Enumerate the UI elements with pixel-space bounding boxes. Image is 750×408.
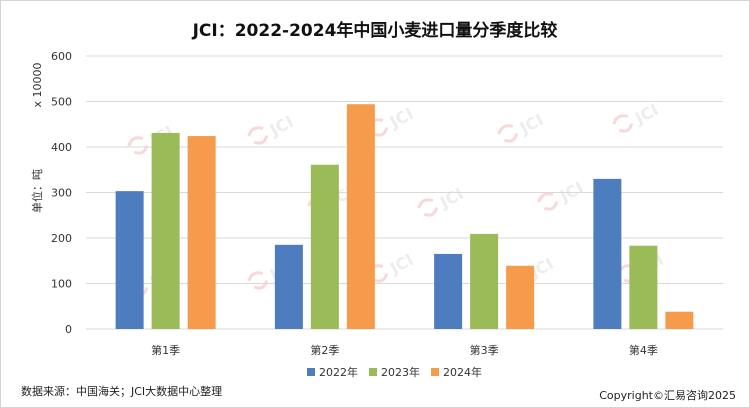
bar bbox=[274, 244, 303, 329]
bars-layer bbox=[115, 104, 694, 329]
bar bbox=[629, 245, 658, 329]
bar bbox=[187, 136, 216, 329]
copyright: Copyright©汇易咨询2025 bbox=[599, 388, 736, 402]
watermark-logo: JCI bbox=[612, 100, 662, 133]
x-tick-label: 第3季 bbox=[470, 343, 499, 357]
watermark-logo: JCI bbox=[537, 178, 587, 211]
legend-label: 2024年 bbox=[443, 365, 482, 379]
bar bbox=[506, 265, 535, 329]
watermark-text: JCI bbox=[516, 110, 547, 138]
x-tick-label: 第4季 bbox=[629, 343, 658, 357]
watermark-text: JCI bbox=[266, 112, 297, 140]
y-tick-label: 300 bbox=[51, 187, 72, 200]
grid-lines bbox=[86, 55, 723, 330]
watermark-text: JCI bbox=[386, 250, 417, 278]
legend-swatch bbox=[307, 368, 315, 376]
source-note: 数据来源：中国海关；JCI大数据中心整理 bbox=[21, 384, 222, 398]
bar bbox=[151, 132, 180, 329]
watermark-logo: JCI bbox=[247, 112, 297, 145]
bar bbox=[310, 164, 339, 329]
bar bbox=[665, 311, 694, 329]
legend-label: 2022年 bbox=[319, 365, 358, 379]
x-tick-label: 第2季 bbox=[310, 343, 339, 357]
legend-swatch bbox=[369, 368, 377, 376]
watermark-text: JCI bbox=[436, 184, 467, 212]
y-axis-unit: x 10000 bbox=[31, 62, 44, 107]
y-tick-label: 400 bbox=[51, 141, 72, 154]
legend-swatch bbox=[431, 368, 439, 376]
y-axis-label: 单位：吨 bbox=[30, 169, 44, 213]
y-tick-label: 200 bbox=[51, 232, 72, 245]
y-tick-label: 600 bbox=[51, 50, 72, 63]
watermark-text: JCI bbox=[386, 104, 417, 132]
y-tick-label: 500 bbox=[51, 96, 72, 109]
bar bbox=[346, 104, 375, 329]
y-tick-labels: 0 100 200 300 400 500 600 bbox=[51, 50, 72, 336]
bar bbox=[434, 253, 463, 329]
x-tick-labels: 第1季 第2季 第3季 第4季 bbox=[151, 343, 658, 357]
watermark-logo: JCI bbox=[417, 184, 467, 217]
x-tick-label: 第1季 bbox=[151, 343, 180, 357]
watermark-logo: JCI bbox=[497, 110, 547, 143]
bar bbox=[470, 233, 499, 329]
watermark-text: JCI bbox=[631, 100, 662, 128]
y-tick-label: 100 bbox=[51, 278, 72, 291]
legend: 2022年 2023年 2024年 bbox=[307, 365, 482, 379]
chart-title: JCI：2022-2024年中国小麦进口量分季度比较 bbox=[192, 20, 558, 41]
bar bbox=[593, 178, 622, 329]
legend-label: 2023年 bbox=[381, 365, 420, 379]
bar bbox=[115, 191, 144, 329]
y-tick-label: 0 bbox=[65, 323, 72, 336]
